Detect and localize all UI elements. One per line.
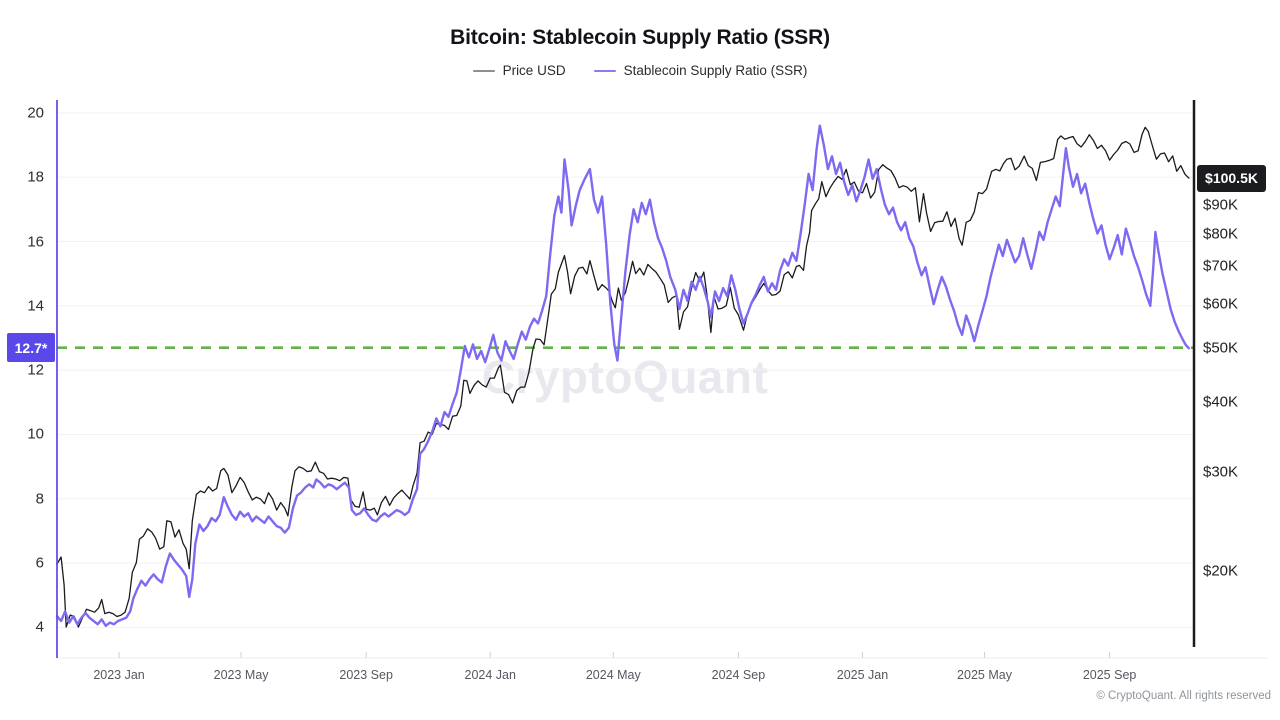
legend-label-ssr: Stablecoin Supply Ratio (SSR) — [623, 63, 808, 78]
price-line-series — [56, 126, 1190, 628]
page-title: Bitcoin: Stablecoin Supply Ratio (SSR) — [450, 26, 830, 49]
chart-legend: Price USD Stablecoin Supply Ratio (SSR) — [0, 63, 1280, 78]
price-current-value-badge: $100.5K — [1197, 164, 1266, 192]
legend-label-price-usd: Price USD — [502, 63, 566, 78]
copyright-notice: © CryptoQuant. All rights reserved — [1096, 690, 1271, 702]
ssr-line-swatch-icon — [593, 69, 616, 72]
legend-item-price-usd[interactable]: Price USD — [472, 63, 566, 78]
price-line-swatch-icon — [472, 69, 495, 72]
ssr-current-value-badge: 12.7* — [7, 333, 55, 363]
cryptoquant-watermark: CryptoQuant — [481, 351, 769, 403]
legend-item-ssr[interactable]: Stablecoin Supply Ratio (SSR) — [593, 63, 808, 78]
ssr-line-series — [55, 124, 1191, 627]
